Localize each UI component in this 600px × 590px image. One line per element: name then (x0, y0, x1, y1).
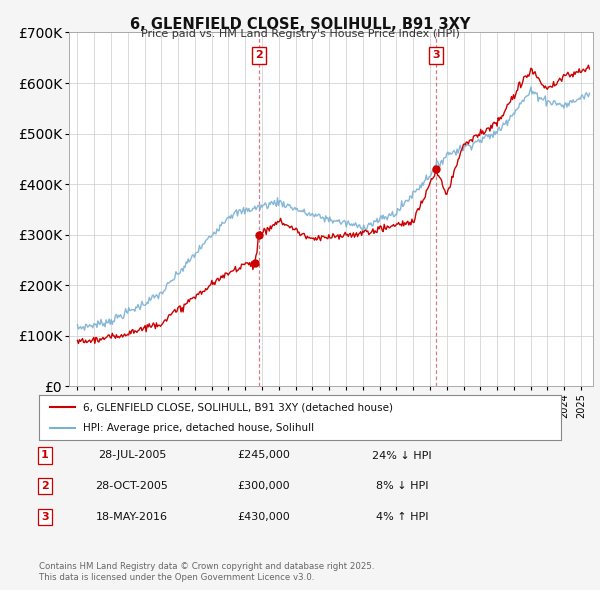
Text: 28-JUL-2005: 28-JUL-2005 (98, 451, 166, 460)
Text: 28-OCT-2005: 28-OCT-2005 (95, 481, 169, 491)
Text: £245,000: £245,000 (238, 451, 290, 460)
Text: £430,000: £430,000 (238, 512, 290, 522)
Text: 18-MAY-2016: 18-MAY-2016 (96, 512, 168, 522)
Text: Contains HM Land Registry data © Crown copyright and database right 2025.
This d: Contains HM Land Registry data © Crown c… (39, 562, 374, 582)
Text: 4% ↑ HPI: 4% ↑ HPI (376, 512, 428, 522)
Text: 6, GLENFIELD CLOSE, SOLIHULL, B91 3XY (detached house): 6, GLENFIELD CLOSE, SOLIHULL, B91 3XY (d… (83, 402, 394, 412)
Text: 8% ↓ HPI: 8% ↓ HPI (376, 481, 428, 491)
Text: 1: 1 (41, 451, 49, 460)
Text: HPI: Average price, detached house, Solihull: HPI: Average price, detached house, Soli… (83, 422, 314, 432)
Text: 2: 2 (41, 481, 49, 491)
Text: £300,000: £300,000 (238, 481, 290, 491)
Text: 24% ↓ HPI: 24% ↓ HPI (372, 451, 432, 460)
Text: 3: 3 (41, 512, 49, 522)
Text: 6, GLENFIELD CLOSE, SOLIHULL, B91 3XY: 6, GLENFIELD CLOSE, SOLIHULL, B91 3XY (130, 17, 470, 31)
Text: 3: 3 (433, 51, 440, 60)
Text: 2: 2 (255, 51, 263, 60)
Text: Price paid vs. HM Land Registry's House Price Index (HPI): Price paid vs. HM Land Registry's House … (140, 29, 460, 39)
